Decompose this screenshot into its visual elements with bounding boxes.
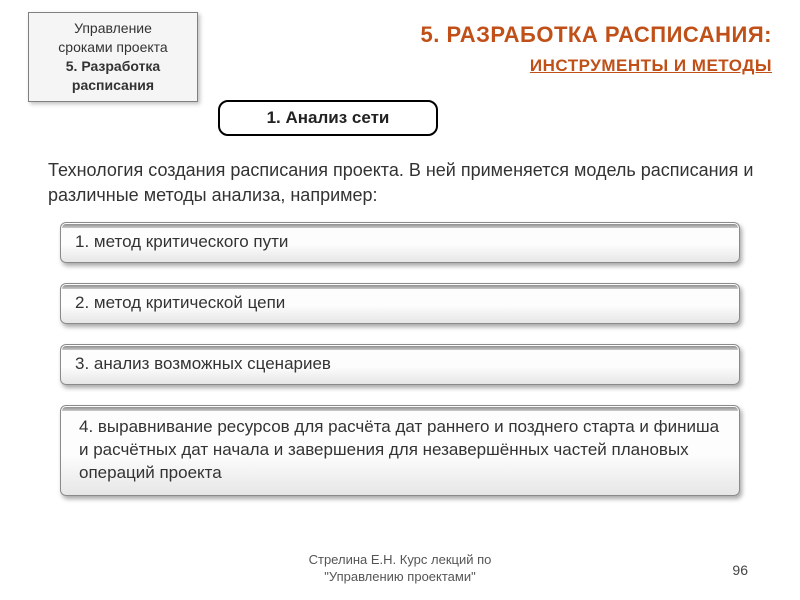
topic-line-1: Управление xyxy=(37,19,189,38)
page-number: 96 xyxy=(732,562,748,578)
topic-box: Управление сроками проекта 5. Разработка… xyxy=(28,12,198,102)
method-item: 3. анализ возможных сценариев xyxy=(60,344,740,385)
method-item: 1. метод критического пути xyxy=(60,222,740,263)
footer: Стрелина Е.Н. Курс лекций по "Управлению… xyxy=(0,552,800,586)
footer-line-1: Стрелина Е.Н. Курс лекций по xyxy=(0,552,800,569)
heading-main: 5. РАЗРАБОТКА РАСПИСАНИЯ: xyxy=(421,22,772,48)
description-text: Технология создания расписания проекта. … xyxy=(48,158,760,208)
section-title-box: 1. Анализ сети xyxy=(218,100,438,136)
heading-block: 5. РАЗРАБОТКА РАСПИСАНИЯ: ИНСТРУМЕНТЫ И … xyxy=(421,22,772,76)
method-item: 2. метод критической цепи xyxy=(60,283,740,324)
footer-line-2: "Управлению проектами" xyxy=(0,569,800,586)
topic-line-2: сроками проекта xyxy=(37,38,189,57)
section-title: 1. Анализ сети xyxy=(267,108,390,127)
methods-list: 1. метод критического пути 2. метод крит… xyxy=(60,222,740,516)
topic-line-4: расписания xyxy=(37,76,189,95)
topic-line-3: 5. Разработка xyxy=(37,57,189,76)
heading-sub: ИНСТРУМЕНТЫ И МЕТОДЫ xyxy=(421,56,772,76)
method-item: 4. выравнивание ресурсов для расчёта дат… xyxy=(60,405,740,496)
